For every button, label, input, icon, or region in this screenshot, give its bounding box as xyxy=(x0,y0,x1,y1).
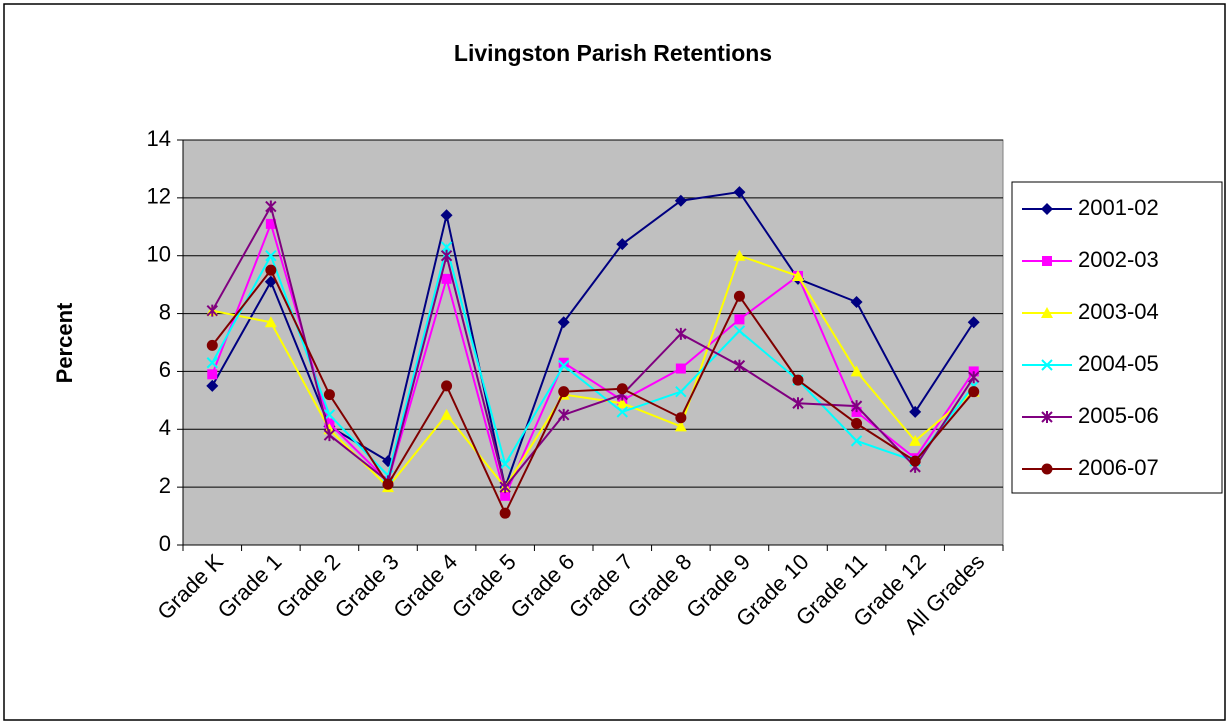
series-line xyxy=(211,268,975,516)
marker xyxy=(558,386,570,398)
marker xyxy=(557,316,570,329)
marker xyxy=(967,316,980,329)
series-line xyxy=(212,254,975,489)
marker xyxy=(792,269,804,281)
marker xyxy=(733,325,746,337)
marker xyxy=(616,383,628,395)
series-line xyxy=(211,203,975,490)
marker xyxy=(1042,256,1052,266)
marker xyxy=(850,435,863,447)
marker xyxy=(441,380,453,392)
legend-box xyxy=(1011,181,1223,494)
legend-label: 2006-07 xyxy=(1078,455,1159,480)
marker xyxy=(206,379,219,392)
marker xyxy=(265,200,277,213)
marker xyxy=(265,250,277,262)
legend-label: 2004-05 xyxy=(1078,351,1159,376)
marker xyxy=(499,458,511,470)
marker xyxy=(440,209,453,222)
marker xyxy=(968,371,980,384)
marker xyxy=(675,412,687,424)
marker xyxy=(207,369,218,380)
marker xyxy=(1041,359,1053,371)
y-tick-label: 6 xyxy=(159,357,171,382)
marker xyxy=(675,363,686,374)
plot-area xyxy=(182,139,1004,546)
y-tick-label: 4 xyxy=(159,415,171,440)
marker xyxy=(382,478,394,490)
marker xyxy=(558,357,569,368)
marker xyxy=(499,481,511,494)
legend-label: 2003-04 xyxy=(1078,299,1159,324)
marker xyxy=(206,304,218,317)
marker xyxy=(265,218,276,229)
marker xyxy=(675,385,687,398)
y-axis-label: Percent xyxy=(52,302,77,383)
marker xyxy=(674,194,687,207)
marker xyxy=(1041,411,1053,423)
legend-label: 2001-02 xyxy=(1078,195,1159,220)
y-tick-label: 0 xyxy=(159,531,171,556)
series-line xyxy=(211,243,975,478)
marker xyxy=(850,296,863,308)
marker xyxy=(264,316,277,328)
series-line xyxy=(211,220,975,499)
marker xyxy=(558,408,570,421)
marker xyxy=(851,418,863,429)
legend-label: 2005-06 xyxy=(1078,403,1159,428)
marker xyxy=(792,397,804,410)
y-tick-label: 2 xyxy=(159,473,171,498)
marker xyxy=(733,290,745,302)
marker xyxy=(440,249,453,262)
marker xyxy=(1041,203,1053,215)
marker xyxy=(558,359,570,372)
marker xyxy=(1041,463,1053,475)
y-tick-label: 14 xyxy=(147,126,171,151)
marker xyxy=(616,238,629,251)
legend-label: 2002-03 xyxy=(1078,247,1159,272)
marker xyxy=(499,507,511,519)
marker xyxy=(265,264,277,276)
marker xyxy=(909,434,922,446)
chart-title: Livingston Parish Retentions xyxy=(454,40,772,66)
marker xyxy=(1041,307,1053,318)
y-tick-label: 12 xyxy=(147,184,171,209)
marker xyxy=(440,408,453,420)
y-tick-label: 10 xyxy=(147,242,171,267)
marker xyxy=(850,365,863,377)
marker xyxy=(909,405,922,418)
y-tick-label: 8 xyxy=(159,299,171,324)
marker xyxy=(734,314,745,325)
marker xyxy=(440,241,453,253)
marker xyxy=(674,420,687,432)
marker xyxy=(792,374,804,386)
marker xyxy=(206,339,218,351)
marker xyxy=(616,406,628,418)
marker xyxy=(323,389,335,401)
marker xyxy=(733,359,746,372)
marker xyxy=(206,357,218,369)
marker xyxy=(909,455,921,467)
marker xyxy=(616,397,629,409)
marker xyxy=(968,386,980,398)
marker xyxy=(500,490,511,501)
marker xyxy=(733,186,746,199)
marker xyxy=(675,327,687,340)
marker xyxy=(850,400,863,413)
marker xyxy=(733,249,746,261)
marker xyxy=(441,273,452,284)
marker xyxy=(323,429,336,442)
